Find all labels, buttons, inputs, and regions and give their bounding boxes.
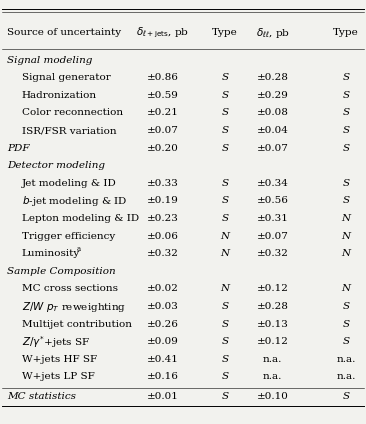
Text: Hadronization: Hadronization [22, 91, 97, 100]
Text: ±0.86: ±0.86 [147, 73, 179, 82]
Text: Signal modeling: Signal modeling [7, 56, 93, 65]
Text: S: S [221, 355, 229, 364]
Text: ±0.23: ±0.23 [147, 214, 179, 223]
Text: Detector modeling: Detector modeling [7, 161, 105, 170]
Text: S: S [221, 91, 229, 100]
Text: ±0.31: ±0.31 [257, 214, 289, 223]
Text: ±0.29: ±0.29 [257, 91, 289, 100]
Text: S: S [221, 179, 229, 188]
Text: N: N [341, 214, 350, 223]
Text: S: S [221, 337, 229, 346]
Text: S: S [342, 302, 350, 311]
Text: S: S [221, 302, 229, 311]
Text: ±0.20: ±0.20 [147, 144, 179, 153]
Text: MC statistics: MC statistics [7, 392, 76, 401]
Text: Source of uncertainty: Source of uncertainty [7, 28, 122, 37]
Text: ±0.33: ±0.33 [147, 179, 179, 188]
Text: N: N [221, 232, 229, 241]
Text: ±0.06: ±0.06 [147, 232, 179, 241]
Text: ISR/FSR variation: ISR/FSR variation [22, 126, 117, 135]
Text: S: S [221, 372, 229, 382]
Text: $Z/W$ $p_T$ reweighting: $Z/W$ $p_T$ reweighting [22, 299, 126, 313]
Text: N: N [221, 249, 229, 258]
Text: ±0.16: ±0.16 [147, 372, 179, 382]
Text: $\delta_{\ell\ell}$, pb: $\delta_{\ell\ell}$, pb [255, 25, 290, 40]
Text: n.a.: n.a. [263, 372, 282, 382]
Text: MC cross sections: MC cross sections [22, 285, 118, 293]
Text: ±0.56: ±0.56 [257, 196, 289, 206]
Text: W+jets LP SF: W+jets LP SF [22, 372, 95, 382]
Text: a: a [76, 245, 80, 253]
Text: n.a.: n.a. [263, 355, 282, 364]
Text: S: S [342, 392, 350, 401]
Text: ±0.34: ±0.34 [257, 179, 289, 188]
Text: Type: Type [212, 28, 238, 37]
Text: S: S [342, 73, 350, 82]
Text: N: N [341, 232, 350, 241]
Text: ±0.12: ±0.12 [257, 337, 289, 346]
Text: S: S [342, 337, 350, 346]
Text: S: S [221, 320, 229, 329]
Text: S: S [221, 73, 229, 82]
Text: S: S [221, 109, 229, 117]
Text: ±0.32: ±0.32 [257, 249, 289, 258]
Text: Signal generator: Signal generator [22, 73, 111, 82]
Text: S: S [221, 126, 229, 135]
Text: S: S [342, 320, 350, 329]
Text: S: S [342, 91, 350, 100]
Text: N: N [221, 285, 229, 293]
Text: ±0.08: ±0.08 [257, 109, 289, 117]
Text: S: S [342, 144, 350, 153]
Text: ±0.21: ±0.21 [147, 109, 179, 117]
Text: ±0.28: ±0.28 [257, 73, 289, 82]
Text: ±0.07: ±0.07 [257, 144, 289, 153]
Text: S: S [221, 392, 229, 401]
Text: ±0.04: ±0.04 [257, 126, 289, 135]
Text: S: S [342, 179, 350, 188]
Text: ±0.12: ±0.12 [257, 285, 289, 293]
Text: Jet modeling & ID: Jet modeling & ID [22, 179, 117, 188]
Text: ±0.59: ±0.59 [147, 91, 179, 100]
Text: ±0.01: ±0.01 [147, 392, 179, 401]
Text: PDF: PDF [7, 144, 30, 153]
Text: ±0.03: ±0.03 [147, 302, 179, 311]
Text: ±0.07: ±0.07 [257, 232, 289, 241]
Text: n.a.: n.a. [336, 372, 355, 382]
Text: $b$-jet modeling & ID: $b$-jet modeling & ID [22, 194, 127, 208]
Text: S: S [221, 196, 229, 206]
Text: S: S [221, 144, 229, 153]
Text: Trigger efficiency: Trigger efficiency [22, 232, 115, 241]
Text: ±0.13: ±0.13 [257, 320, 289, 329]
Text: $\delta_{\ell+\mathrm{jets}}$, pb: $\delta_{\ell+\mathrm{jets}}$, pb [136, 25, 190, 40]
Text: S: S [221, 214, 229, 223]
Text: Sample Composition: Sample Composition [7, 267, 116, 276]
Text: $Z/\gamma^{*}$+jets SF: $Z/\gamma^{*}$+jets SF [22, 334, 90, 350]
Text: Multijet contribution: Multijet contribution [22, 320, 132, 329]
Text: ±0.26: ±0.26 [147, 320, 179, 329]
Text: Lepton modeling & ID: Lepton modeling & ID [22, 214, 139, 223]
Text: Color reconnection: Color reconnection [22, 109, 123, 117]
Text: N: N [341, 249, 350, 258]
Text: ±0.28: ±0.28 [257, 302, 289, 311]
Text: S: S [342, 109, 350, 117]
Text: ±0.10: ±0.10 [257, 392, 289, 401]
Text: n.a.: n.a. [336, 355, 355, 364]
Text: ±0.02: ±0.02 [147, 285, 179, 293]
Text: W+jets HF SF: W+jets HF SF [22, 355, 97, 364]
Text: ±0.09: ±0.09 [147, 337, 179, 346]
Text: Luminosity: Luminosity [22, 249, 80, 258]
Text: ±0.19: ±0.19 [147, 196, 179, 206]
Text: S: S [342, 126, 350, 135]
Text: ±0.32: ±0.32 [147, 249, 179, 258]
Text: ±0.07: ±0.07 [147, 126, 179, 135]
Text: N: N [341, 285, 350, 293]
Text: ±0.41: ±0.41 [147, 355, 179, 364]
Text: S: S [342, 196, 350, 206]
Text: Type: Type [333, 28, 359, 37]
